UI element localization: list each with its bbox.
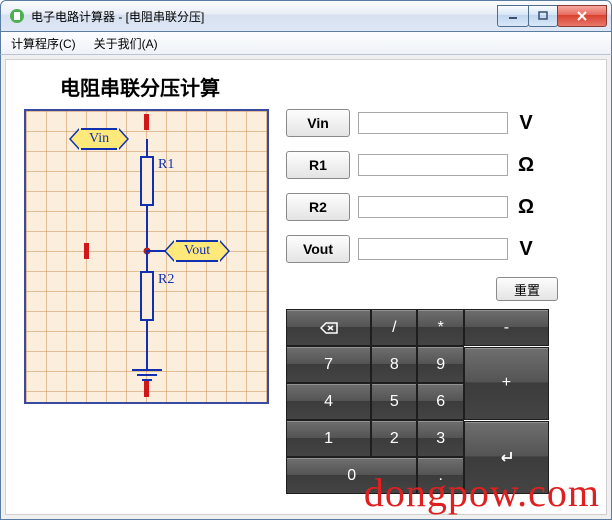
- menubar: 计算程序(C) 关于我们(A): [0, 32, 612, 55]
- vout-button[interactable]: Vout: [286, 235, 350, 263]
- page-title: 电阻串联分压计算: [60, 72, 588, 101]
- window-controls: [498, 5, 607, 27]
- key-enter[interactable]: [464, 421, 549, 494]
- field-r1: R1 Ω: [286, 151, 588, 179]
- r1-text: R1: [158, 157, 174, 173]
- app-window: 电子电路计算器 - [电阻串联分压] 计算程序(C) 关于我们(A) 电阻串联分…: [0, 0, 612, 519]
- ground-symbol: [132, 369, 162, 381]
- terminal-marker: [84, 243, 89, 259]
- keypad: / * - 7 8 9 + 4 5 6: [286, 309, 549, 494]
- vin-unit: V: [514, 112, 538, 135]
- vin-button[interactable]: Vin: [286, 109, 350, 137]
- maximize-button[interactable]: [528, 5, 558, 27]
- field-vin: Vin V: [286, 109, 588, 137]
- key-minus[interactable]: -: [464, 309, 549, 346]
- key-dot[interactable]: .: [417, 457, 463, 494]
- reset-button[interactable]: 重置: [496, 277, 558, 301]
- window-title: 电子电路计算器 - [电阻串联分压]: [31, 8, 498, 25]
- terminal-marker: [144, 114, 149, 130]
- key-plus[interactable]: +: [464, 347, 549, 420]
- client-area: 电阻串联分压计算 Vin R1: [0, 55, 612, 520]
- key-6[interactable]: 6: [417, 383, 463, 420]
- resistor-r2: [140, 271, 154, 321]
- key-8[interactable]: 8: [371, 346, 417, 383]
- circuit-diagram: Vin R1 Vout R2: [24, 109, 269, 404]
- vin-input[interactable]: [358, 112, 508, 134]
- key-2[interactable]: 2: [371, 420, 417, 457]
- close-button[interactable]: [557, 5, 607, 27]
- vout-label: Vout: [166, 240, 228, 262]
- r2-button[interactable]: R2: [286, 193, 350, 221]
- key-5[interactable]: 5: [371, 383, 417, 420]
- app-icon: [9, 8, 25, 24]
- key-9[interactable]: 9: [417, 346, 463, 383]
- key-0[interactable]: 0: [286, 457, 417, 494]
- vout-input[interactable]: [358, 238, 508, 260]
- key-4[interactable]: 4: [286, 383, 371, 420]
- field-vout: Vout V: [286, 235, 588, 263]
- key-backspace[interactable]: [286, 309, 371, 346]
- minimize-button[interactable]: [497, 5, 529, 27]
- menu-calc[interactable]: 计算程序(C): [7, 33, 80, 54]
- key-3[interactable]: 3: [417, 420, 463, 457]
- titlebar: 电子电路计算器 - [电阻串联分压]: [0, 0, 612, 32]
- r1-button[interactable]: R1: [286, 151, 350, 179]
- vout-unit: V: [514, 238, 538, 261]
- r1-unit: Ω: [514, 154, 538, 177]
- key-multiply[interactable]: *: [417, 309, 463, 346]
- terminal-marker: [144, 381, 149, 397]
- r2-unit: Ω: [514, 196, 538, 219]
- r2-text: R2: [158, 272, 174, 288]
- resistor-r1: [140, 156, 154, 206]
- vin-label: Vin: [71, 128, 127, 150]
- key-1[interactable]: 1: [286, 420, 371, 457]
- r2-input[interactable]: [358, 196, 508, 218]
- menu-about[interactable]: 关于我们(A): [90, 33, 162, 54]
- r1-input[interactable]: [358, 154, 508, 176]
- key-7[interactable]: 7: [286, 346, 371, 383]
- key-divide[interactable]: /: [371, 309, 417, 346]
- field-r2: R2 Ω: [286, 193, 588, 221]
- main-panel: 电阻串联分压计算 Vin R1: [5, 59, 607, 515]
